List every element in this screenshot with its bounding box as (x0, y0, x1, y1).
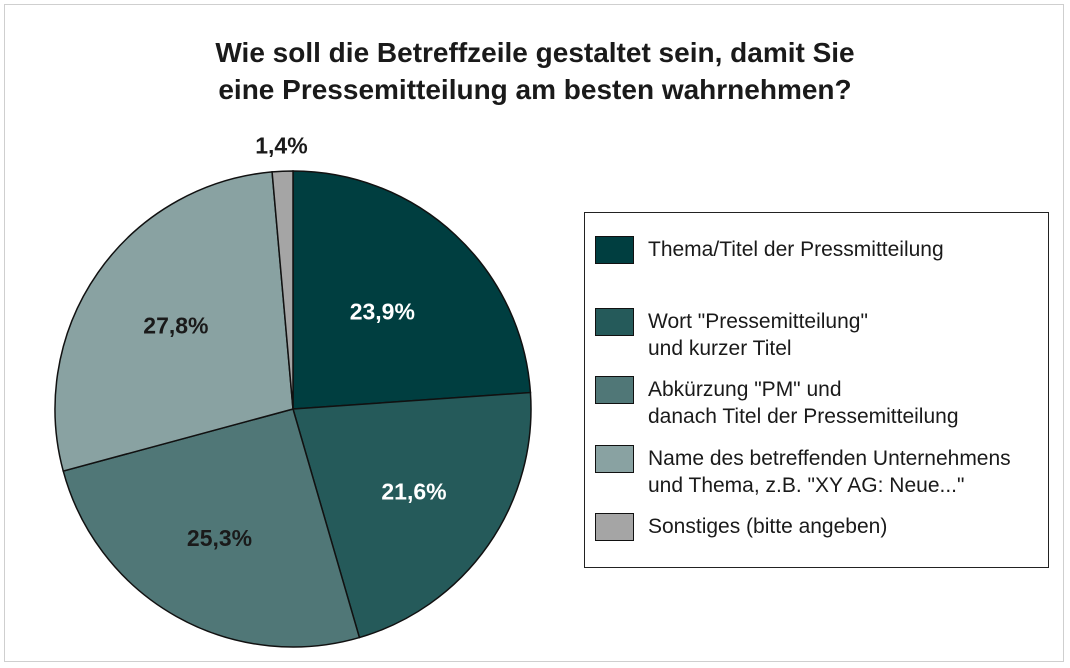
chart-title-line-2: eine Pressemitteilung am besten wahrnehm… (218, 74, 852, 105)
legend-label: Sonstiges (bitte angeben) (648, 513, 887, 540)
pie-value-label: 27,8% (143, 312, 208, 338)
legend-label-line: danach Titel der Pressemitteilung (648, 405, 959, 428)
legend-item-abk-rzung-pm-und: Abkürzung "PM" und danach Titel der Press… (595, 376, 959, 430)
pie-slice-sonstiges-bitte-angeben (271, 170, 294, 410)
pie-value-label: 1,4% (255, 132, 307, 158)
legend-swatch (595, 236, 634, 264)
chart-frame (4, 4, 1064, 662)
chart-title-line-1: Wie soll die Betreffzeile gestaltet sein… (215, 37, 855, 68)
pie-value-label: 23,9% (350, 298, 415, 324)
legend-item-sonstiges-bitte-angeben: Sonstiges (bitte angeben) (595, 513, 887, 541)
pie-slice-wort-pressemitteilung (292, 391, 532, 639)
legend-label: Name des betreffenden Unternehmens und Th… (648, 445, 1011, 499)
pie-value-label: 21,6% (381, 479, 446, 505)
legend: Thema/Titel der Pressmitteilung Wort "Pre… (584, 212, 1049, 568)
legend-label-line: und kurzer Titel (648, 337, 792, 360)
legend-label-line: Abkürzung "PM" und (648, 378, 842, 401)
legend-swatch (595, 308, 634, 336)
pie-slice-abk-rzung-pm-und (62, 408, 361, 648)
legend-label-line: Wort "Pressemitteilung" (648, 310, 868, 333)
legend-item-wort-pressemitteilung: Wort "Pressemitteilung" und kurzer Titel (595, 308, 868, 362)
legend-swatch (595, 376, 634, 404)
legend-item-thema-titel-der-pressmitteilung: Thema/Titel der Pressmitteilung (595, 236, 944, 264)
chart-title: Wie soll die Betreffzeile gestaltet sein… (0, 34, 1070, 108)
legend-swatch (595, 513, 634, 541)
pie-slice-name-des-betreffenden-unternehmens (54, 171, 294, 472)
legend-label: Wort "Pressemitteilung" und kurzer Titel (648, 308, 868, 362)
legend-swatch (595, 445, 634, 473)
pie-value-labels: 23,9% 21,6% 25,3% 27,8% 1,4% (143, 132, 446, 550)
legend-label-line: Sonstiges (bitte angeben) (648, 515, 888, 538)
legend-label: Abkürzung "PM" und danach Titel der Press… (648, 376, 959, 430)
legend-item-name-des-betreffenden-unternehmens: Name des betreffenden Unternehmens und Th… (595, 445, 1011, 499)
pie-slices (54, 170, 532, 648)
legend-label-line: Name des betreffenden Unternehmens (648, 447, 1011, 470)
legend-label-line: Thema/Titel der Pressmitteilung (648, 238, 944, 261)
pie-value-label: 25,3% (187, 525, 252, 551)
pie-slice-thema-titel-der-pressmitteilung (292, 170, 532, 410)
legend-label-line: und Thema, z.B. "XY AG: Neue..." (648, 474, 965, 497)
legend-label: Thema/Titel der Pressmitteilung (648, 236, 944, 263)
